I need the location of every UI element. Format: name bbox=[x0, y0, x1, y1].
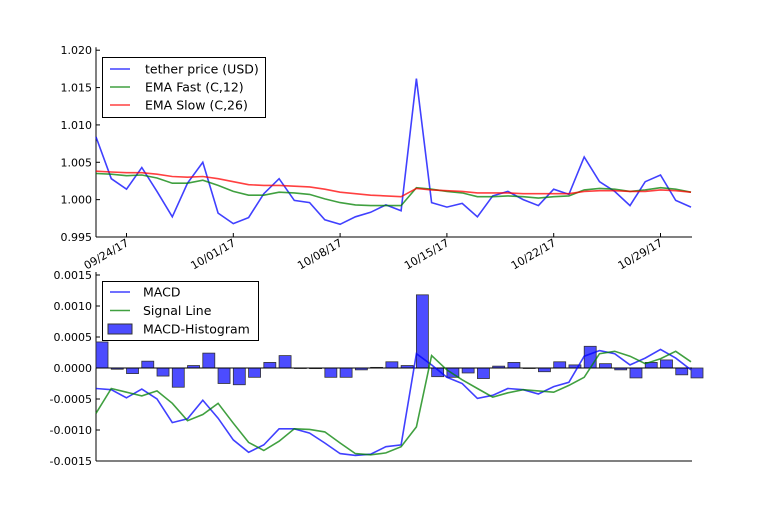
x-tick-label: 10/22/17 bbox=[509, 236, 558, 272]
y-tick-label: -0.0015 bbox=[50, 455, 92, 468]
legend: MACD Signal Line MACD-Histogram bbox=[102, 281, 259, 341]
histogram-bar bbox=[126, 367, 139, 374]
histogram-bar bbox=[324, 367, 338, 378]
histogram-bar bbox=[278, 355, 292, 369]
histogram-bar bbox=[599, 363, 612, 369]
x-tick-label: 10/15/17 bbox=[402, 236, 451, 272]
signal-line bbox=[95, 350, 692, 456]
histogram-bar bbox=[217, 367, 231, 384]
y-tick-label: 0.0010 bbox=[54, 300, 93, 313]
histogram-bar bbox=[675, 367, 689, 376]
legend-label: tether price (USD) bbox=[145, 62, 259, 77]
histogram-bar bbox=[477, 367, 490, 379]
legend-label: EMA Slow (C,26) bbox=[145, 98, 248, 113]
series-line-price bbox=[95, 78, 692, 226]
histogram-bar bbox=[156, 367, 170, 377]
y-tick-label: 1.000 bbox=[61, 194, 93, 207]
legend-label: MACD bbox=[143, 285, 180, 300]
histogram-bar bbox=[263, 362, 277, 369]
legend: tether price (USD) EMA Fast (C,12) EMA Slo… bbox=[102, 57, 266, 118]
y-tick-label: 1.020 bbox=[61, 44, 93, 57]
x-tick-label: 10/08/17 bbox=[295, 236, 344, 272]
histogram-bar bbox=[248, 367, 261, 378]
series-line-ema-fast bbox=[95, 172, 692, 207]
y-tick-label: 1.010 bbox=[61, 119, 93, 132]
y-tick-label: -0.0005 bbox=[50, 393, 92, 406]
histogram-bar bbox=[660, 359, 673, 369]
series-line-ema-slow bbox=[95, 170, 692, 198]
histogram-bar bbox=[538, 367, 551, 373]
histogram-bar bbox=[232, 367, 246, 386]
histogram-bar bbox=[461, 367, 475, 374]
y-tick-label: -0.0010 bbox=[50, 424, 92, 437]
legend-label: MACD-Histogram bbox=[143, 322, 250, 337]
histogram-bar bbox=[415, 294, 429, 369]
macd-plot: 0.0015 0.0010 0.0005 0.0000 -0.0005 -0.0010 -0… bbox=[50, 269, 704, 468]
histogram-bar bbox=[690, 367, 704, 379]
x-tick-label: 10/29/17 bbox=[616, 236, 665, 272]
histogram-bar bbox=[629, 367, 643, 379]
histogram-bar bbox=[141, 360, 155, 369]
legend-label: EMA Fast (C,12) bbox=[145, 80, 244, 95]
histogram-bar bbox=[507, 362, 521, 369]
x-tick-label: 10/01/17 bbox=[189, 236, 238, 272]
histogram-bar bbox=[339, 367, 353, 378]
legend-label: Signal Line bbox=[143, 303, 212, 318]
y-tick-label: 1.015 bbox=[61, 82, 93, 95]
y-tick-label: 0.0005 bbox=[54, 331, 93, 344]
histogram-bar bbox=[385, 361, 399, 369]
y-tick-label: 0.0000 bbox=[54, 362, 93, 375]
y-tick-label: 0.995 bbox=[61, 231, 93, 244]
y-tick-label: 1.005 bbox=[61, 156, 93, 169]
histogram-bar bbox=[95, 341, 109, 369]
legend-swatch bbox=[107, 323, 133, 335]
histogram-bar bbox=[202, 352, 216, 369]
y-tick-label: 0.0015 bbox=[54, 269, 93, 282]
histogram-bar bbox=[583, 345, 597, 369]
macd-line bbox=[95, 348, 692, 457]
histogram-bar bbox=[553, 361, 567, 369]
histogram-bar bbox=[171, 367, 185, 388]
